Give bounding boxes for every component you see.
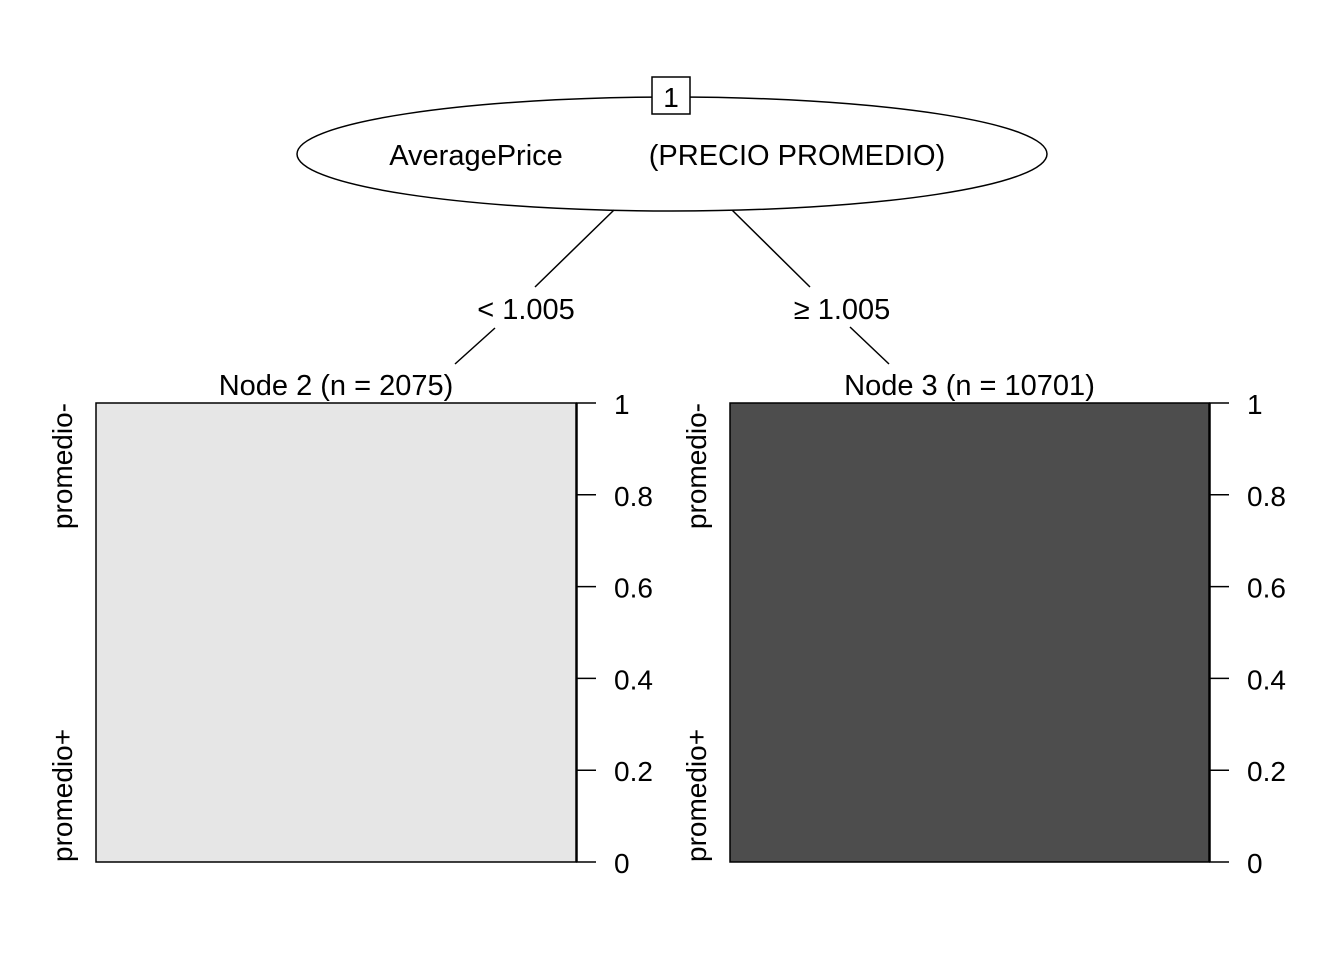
y-tick-label: 0.8 [614, 481, 653, 512]
root-node-id-box [651, 76, 691, 115]
class-label-promedio-plus: promedio+ [47, 729, 78, 862]
bar-segment-promediominus [96, 403, 576, 862]
class-label-promedio-minus: promedio- [681, 403, 712, 529]
class-label-promedio-plus: promedio+ [681, 729, 712, 862]
edge-right-lower [849, 326, 890, 365]
node-title: Node 3 (n = 10701) [844, 370, 1095, 402]
bar-frame [729, 402, 1210, 863]
y-tick-label: 1 [1247, 389, 1263, 420]
y-tick-label: 0 [614, 848, 630, 879]
terminal-node-3: Node 3 (n = 10701) promedio+ promedio- 0 0.2… [681, 370, 1286, 879]
y-tick-label: 1 [614, 389, 630, 420]
edge-label-left: < 1.005 [477, 294, 575, 326]
edge-left-upper [534, 209, 615, 288]
bar-segment-promedioplus [730, 403, 1209, 862]
y-tick-label: 0.6 [614, 573, 653, 604]
y-tick-label: 0.4 [1247, 664, 1286, 695]
y-tick-label: 0.8 [1247, 481, 1286, 512]
node-title: Node 2 (n = 2075) [219, 370, 454, 402]
terminal-node-2: Node 2 (n = 2075) promedio+ promedio- 0 0.2 0… [47, 370, 653, 879]
class-label-promedio-minus: promedio- [47, 403, 78, 529]
root-node-id: 1 [663, 82, 679, 113]
y-tick-label: 0.2 [1247, 756, 1286, 787]
y-tick-label: 0 [1247, 848, 1263, 879]
bar-frame [95, 402, 577, 863]
y-tick-label: 0.2 [614, 756, 653, 787]
edge-label-right: ≥ 1.005 [794, 294, 891, 326]
y-tick-label: 0.4 [614, 664, 653, 695]
root-description: (PRECIO PROMEDIO) [649, 140, 945, 172]
y-tick-label: 0.6 [1247, 573, 1286, 604]
root-variable: AveragePrice [389, 140, 563, 172]
edge-right-upper [731, 209, 811, 288]
edge-left-lower [454, 327, 496, 365]
